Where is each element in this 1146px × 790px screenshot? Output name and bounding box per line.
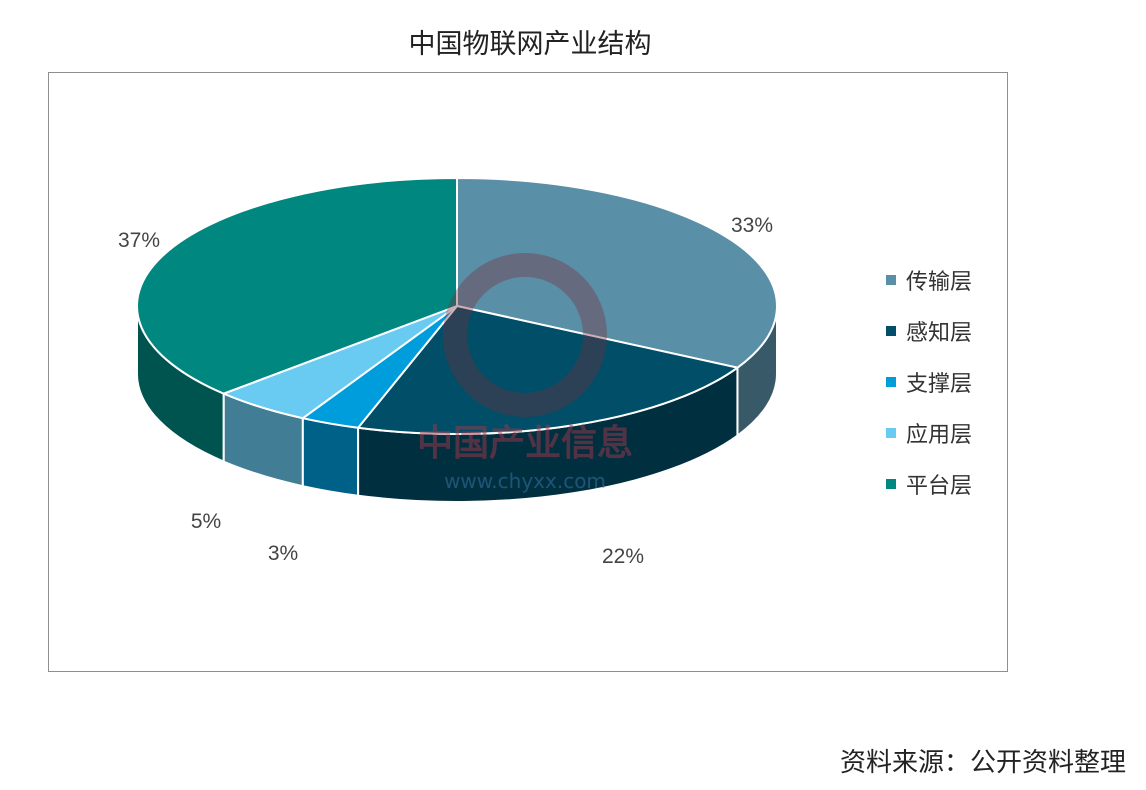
- legend-item: 支撑层: [886, 356, 972, 407]
- legend-swatch: [886, 376, 896, 387]
- watermark-text: 中国产业信息: [417, 423, 633, 464]
- pie-slice-平台层: [136, 176, 458, 395]
- legend: 传输层感知层支撑层应用层平台层: [886, 254, 972, 509]
- legend-item: 感知层: [886, 305, 972, 356]
- legend-item: 平台层: [886, 458, 972, 509]
- watermark-logo: [443, 253, 607, 417]
- pie-slice-传输层: [456, 176, 778, 369]
- watermark-url: www.chyxx.com: [444, 469, 606, 493]
- legend-swatch: [886, 274, 896, 285]
- data-label-应用层: 5%: [191, 510, 221, 533]
- legend-swatch: [886, 427, 896, 438]
- data-label-支撑层: 3%: [268, 542, 298, 565]
- legend-swatch: [886, 325, 896, 336]
- data-label-平台层: 37%: [118, 229, 160, 252]
- data-label-感知层: 22%: [602, 545, 644, 568]
- legend-label: 应用层: [906, 422, 973, 448]
- pie-side-支撑层: [301, 416, 360, 497]
- chart-title: 中国物联网产业结构: [408, 29, 652, 60]
- watermark: 中国产业信息 www.chyxx.com: [417, 253, 633, 493]
- source-note: 资料来源：公开资料整理: [839, 748, 1126, 778]
- pie-slice-感知层: [356, 304, 740, 435]
- legend-item: 应用层: [886, 407, 972, 458]
- legend-swatch: [886, 478, 896, 489]
- legend-label: 支撑层: [906, 371, 973, 397]
- legend-label: 传输层: [906, 269, 973, 295]
- legend-item: 传输层: [886, 254, 972, 305]
- legend-label: 感知层: [906, 320, 973, 346]
- data-label-传输层: 33%: [731, 214, 773, 237]
- legend-label: 平台层: [906, 473, 973, 499]
- chart-frame: [48, 72, 1008, 672]
